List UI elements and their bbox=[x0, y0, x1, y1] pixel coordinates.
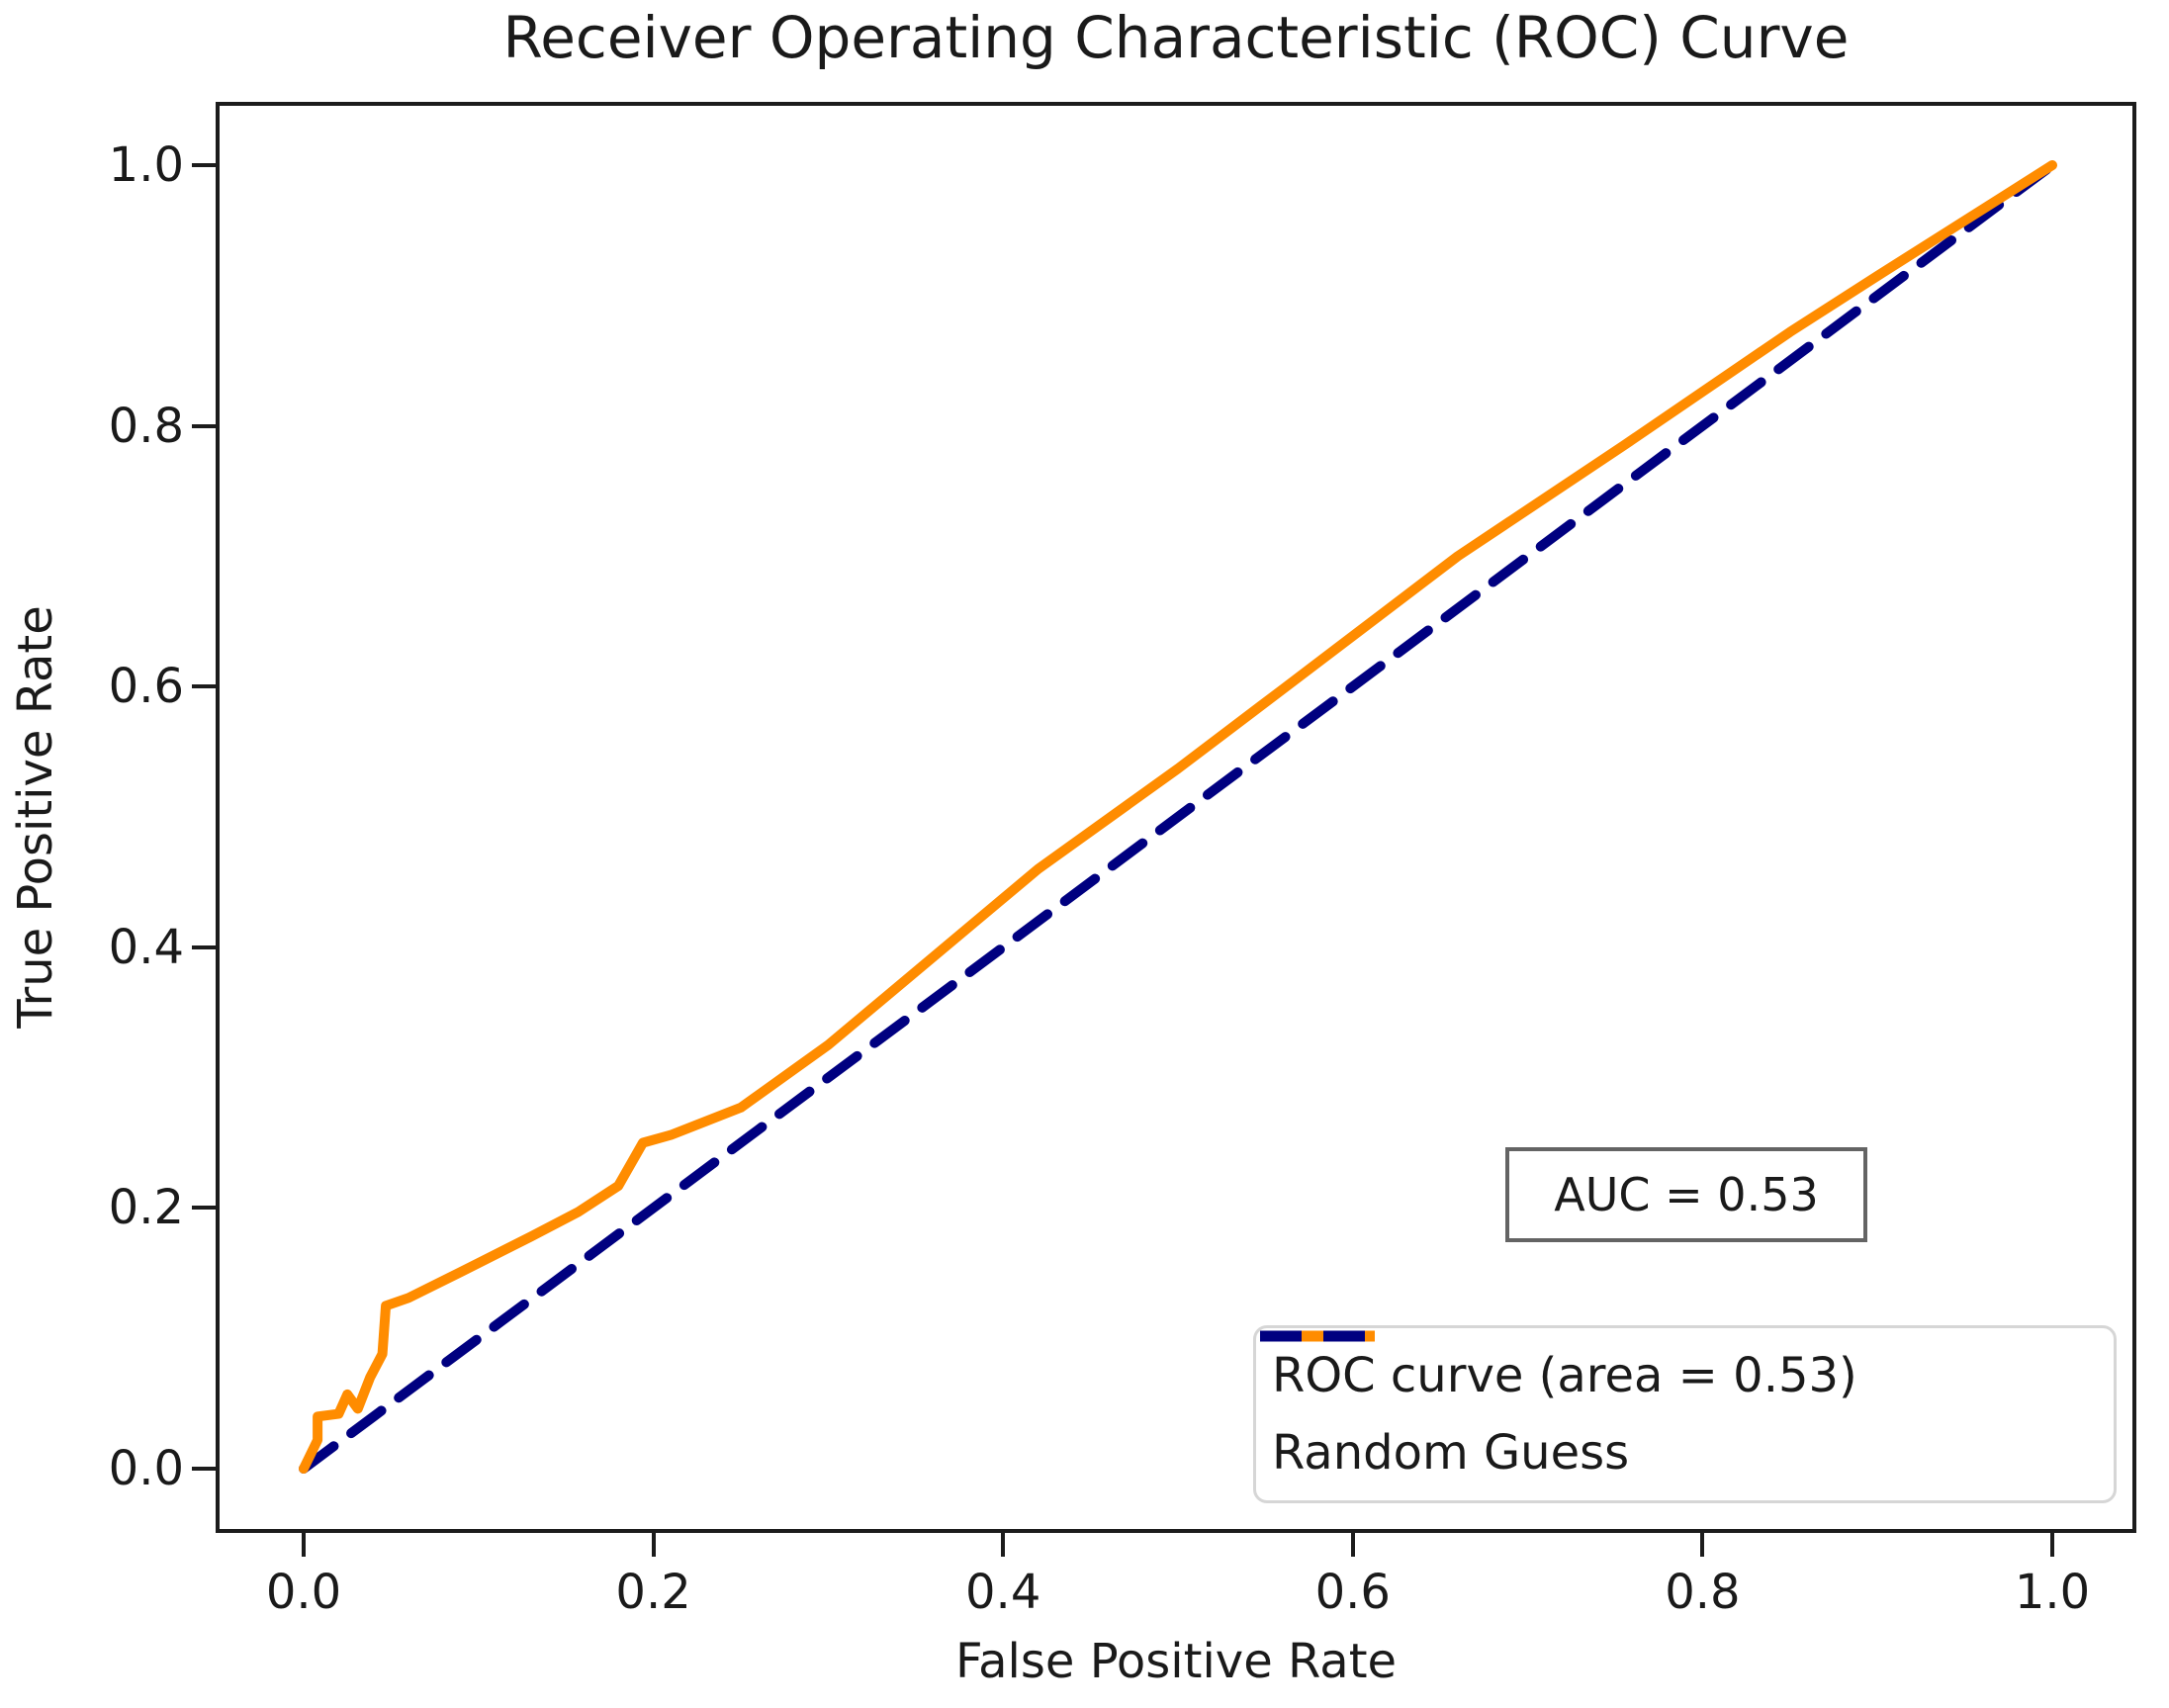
plot-canvas bbox=[216, 102, 2136, 1533]
x-tick-label: 0.8 bbox=[1665, 1565, 1741, 1620]
y-tick-mark bbox=[192, 163, 216, 167]
y-tick-mark bbox=[192, 1467, 216, 1471]
y-tick-mark bbox=[192, 684, 216, 689]
y-tick-label: 1.0 bbox=[108, 137, 184, 193]
y-tick-label: 0.4 bbox=[108, 919, 184, 975]
x-tick-mark bbox=[1700, 1533, 1705, 1557]
axes-spines bbox=[216, 102, 2136, 1533]
y-tick-mark bbox=[192, 944, 216, 949]
legend-label-roc-curve: ROC curve (area = 0.53) bbox=[1272, 1348, 1857, 1403]
x-tick-label: 0.6 bbox=[1314, 1565, 1391, 1620]
y-tick-label: 0.0 bbox=[108, 1441, 184, 1496]
auc-annotation-box: AUC = 0.53 bbox=[1505, 1147, 1867, 1242]
legend-item-roc-curve: ROC curve (area = 0.53) bbox=[1262, 1330, 2114, 1405]
x-tick-label: 1.0 bbox=[2014, 1565, 2091, 1620]
y-tick-mark bbox=[192, 423, 216, 428]
random-guess-line bbox=[299, 160, 2057, 1474]
legend-item-random-guess: Random Guess bbox=[1260, 1330, 2114, 1483]
y-tick-label: 0.2 bbox=[108, 1180, 184, 1236]
x-tick-mark bbox=[1350, 1533, 1355, 1557]
x-tick-label: 0.2 bbox=[615, 1565, 691, 1620]
y-tick-label: 0.8 bbox=[108, 398, 184, 454]
y-tick-label: 0.6 bbox=[108, 659, 184, 715]
x-tick-mark bbox=[302, 1533, 306, 1557]
roc-curve-line bbox=[299, 160, 2057, 1474]
x-tick-label: 0.4 bbox=[965, 1565, 1041, 1620]
legend-label-random-guess: Random Guess bbox=[1272, 1425, 1630, 1481]
x-tick-mark bbox=[1001, 1533, 1006, 1557]
plot-area: AUC = 0.53 ROC curve (area = 0.53) Rando… bbox=[216, 102, 2136, 1533]
chart-title: Receiver Operating Characteristic (ROC) … bbox=[502, 4, 1850, 71]
x-tick-mark bbox=[651, 1533, 656, 1557]
y-tick-mark bbox=[192, 1206, 216, 1211]
auc-annotation-text: AUC = 0.53 bbox=[1554, 1168, 1819, 1221]
x-tick-label: 0.0 bbox=[265, 1565, 342, 1620]
random-guess-line-swatch-icon bbox=[1260, 1330, 1377, 1342]
x-axis-label: False Positive Rate bbox=[954, 1634, 1398, 1689]
x-tick-mark bbox=[2050, 1533, 2054, 1557]
legend: ROC curve (area = 0.53) Random Guess bbox=[1253, 1325, 2117, 1503]
y-axis-label: True Positive Rate bbox=[8, 605, 63, 1029]
